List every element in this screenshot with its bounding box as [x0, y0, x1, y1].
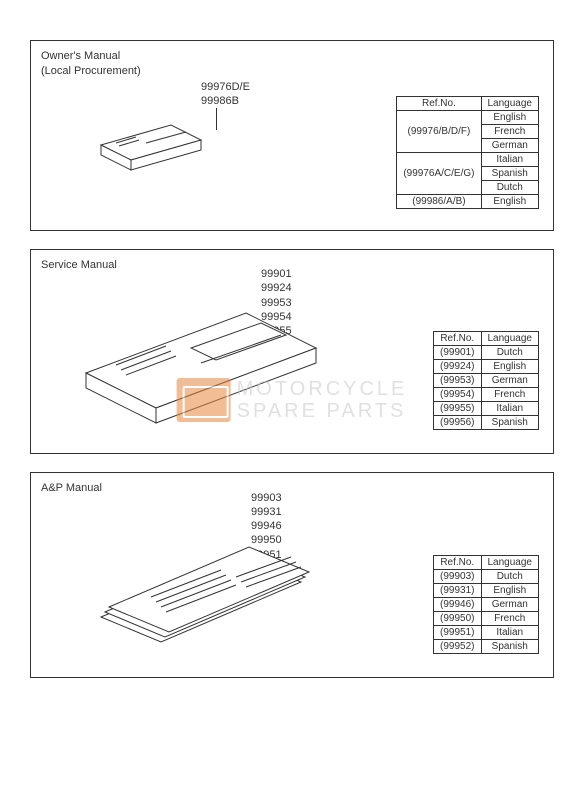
- panel-content: 99903 99931 99946 99950 99951 99952: [41, 497, 543, 667]
- ref-table: Ref.No. Language (99976/B/D/F)English Fr…: [396, 96, 539, 209]
- table-row: (99901)Dutch: [434, 346, 539, 360]
- title-line: (Local Procurement): [41, 64, 543, 79]
- cell-ref: (99955): [434, 402, 481, 416]
- cell-ref: (99953): [434, 374, 481, 388]
- table-row: (99954)French: [434, 388, 539, 402]
- cell-lang: French: [481, 124, 539, 138]
- panel-content: 99976D/E 99986B Ref.No. Language (9: [41, 80, 543, 220]
- panel-title: Owner's Manual (Local Procurement): [41, 49, 543, 80]
- col-ref: Ref.No.: [434, 332, 481, 346]
- cell-lang: English: [481, 194, 539, 208]
- cell-lang: Spanish: [481, 416, 539, 430]
- table-header-row: Ref.No. Language: [434, 332, 539, 346]
- cell-lang: German: [481, 138, 539, 152]
- book-icon: [71, 293, 331, 448]
- cell-lang: English: [481, 110, 539, 124]
- cell-ref: (99986/A/B): [397, 194, 481, 208]
- table-header-row: Ref.No. Language: [397, 96, 539, 110]
- ref-label: 99976D/E: [201, 80, 250, 94]
- cell-ref: (99903): [434, 569, 481, 583]
- col-ref: Ref.No.: [397, 96, 481, 110]
- cell-lang: German: [481, 374, 539, 388]
- ref-label: 99901: [261, 267, 292, 281]
- table-row: (99976A/C/E/G)Italian: [397, 152, 539, 166]
- cell-lang: Spanish: [481, 639, 539, 653]
- ref-label: 99903: [251, 491, 282, 505]
- cell-ref: (99901): [434, 346, 481, 360]
- table-row: (99924)English: [434, 360, 539, 374]
- panel-owners-manual: Owner's Manual (Local Procurement) 99976…: [30, 40, 554, 231]
- table-row: (99986/A/B)English: [397, 194, 539, 208]
- col-lang: Language: [481, 96, 539, 110]
- ref-labels: 99976D/E 99986B: [201, 80, 250, 109]
- cell-lang: Italian: [481, 152, 539, 166]
- cell-lang: Dutch: [481, 180, 539, 194]
- ref-table: Ref.No. Language (99903)Dutch (99931)Eng…: [433, 555, 539, 654]
- cell-ref: (99946): [434, 597, 481, 611]
- cell-ref: (99950): [434, 611, 481, 625]
- table-header-row: Ref.No. Language: [434, 555, 539, 569]
- papers-icon: [91, 522, 311, 667]
- col-lang: Language: [481, 332, 539, 346]
- title-line: Service Manual: [41, 258, 543, 273]
- ref-label: 99931: [251, 505, 282, 519]
- cell-lang: Italian: [481, 402, 539, 416]
- table-row: (99931)English: [434, 583, 539, 597]
- cell-ref: (99952): [434, 639, 481, 653]
- panel-title: A&P Manual: [41, 481, 543, 496]
- cell-ref: (99951): [434, 625, 481, 639]
- table-row: (99956)Spanish: [434, 416, 539, 430]
- panel-service-manual: Service Manual 99901 99924 99953 99954 9…: [30, 249, 554, 454]
- table-row: (99946)German: [434, 597, 539, 611]
- panel-ap-manual: A&P Manual 99903 99931 99946 99950 99951…: [30, 472, 554, 677]
- table-row: (99976/B/D/F)English: [397, 110, 539, 124]
- table-row: (99952)Spanish: [434, 639, 539, 653]
- title-line: A&P Manual: [41, 481, 543, 496]
- cell-lang: English: [481, 360, 539, 374]
- cell-lang: German: [481, 597, 539, 611]
- cell-lang: Dutch: [481, 346, 539, 360]
- ref-label: 99986B: [201, 94, 250, 108]
- title-line: Owner's Manual: [41, 49, 543, 64]
- cell-lang: English: [481, 583, 539, 597]
- cell-lang: Spanish: [481, 166, 539, 180]
- table-row: (99950)French: [434, 611, 539, 625]
- cell-ref: (99924): [434, 360, 481, 374]
- panel-content: 99901 99924 99953 99954 99955 99956: [41, 273, 543, 443]
- cell-ref: (99976/B/D/F): [397, 110, 481, 152]
- table-row: (99951)Italian: [434, 625, 539, 639]
- cell-lang: French: [481, 388, 539, 402]
- panel-title: Service Manual: [41, 258, 543, 273]
- cell-ref: (99976A/C/E/G): [397, 152, 481, 194]
- leader-line: [216, 108, 217, 130]
- cell-ref: (99954): [434, 388, 481, 402]
- table-row: (99955)Italian: [434, 402, 539, 416]
- ref-table: Ref.No. Language (99901)Dutch (99924)Eng…: [433, 331, 539, 430]
- table-row: (99953)German: [434, 374, 539, 388]
- cell-ref: (99956): [434, 416, 481, 430]
- col-ref: Ref.No.: [434, 555, 481, 569]
- book-icon: [91, 115, 211, 190]
- table-row: (99903)Dutch: [434, 569, 539, 583]
- cell-lang: Dutch: [481, 569, 539, 583]
- cell-lang: Italian: [481, 625, 539, 639]
- cell-lang: French: [481, 611, 539, 625]
- col-lang: Language: [481, 555, 539, 569]
- cell-ref: (99931): [434, 583, 481, 597]
